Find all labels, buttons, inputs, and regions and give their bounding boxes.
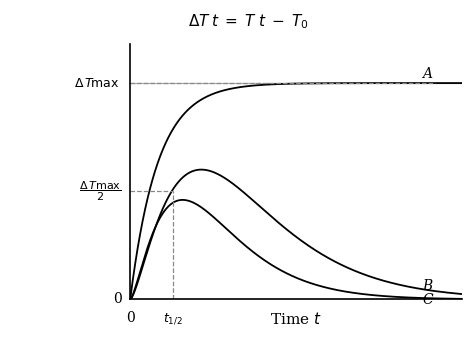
X-axis label: Time $t$: Time $t$ [269, 310, 321, 327]
Text: 0: 0 [113, 292, 122, 306]
Text: $\dfrac{\Delta\,T\mathrm{max}}{2}$: $\dfrac{\Delta\,T\mathrm{max}}{2}$ [79, 179, 122, 203]
Text: $\Delta\,T\!\mathrm{max}$: $\Delta\,T\!\mathrm{max}$ [73, 76, 119, 90]
Text: C: C [421, 293, 432, 307]
Text: A: A [421, 67, 431, 82]
Text: 0: 0 [126, 311, 134, 325]
Text: B: B [421, 280, 432, 293]
Text: $t_{1/2}$: $t_{1/2}$ [163, 311, 183, 326]
Text: $\Delta T\;t\;=\;T\;t\;-\;T_0$: $\Delta T\;t\;=\;T\;t\;-\;T_0$ [188, 13, 307, 31]
